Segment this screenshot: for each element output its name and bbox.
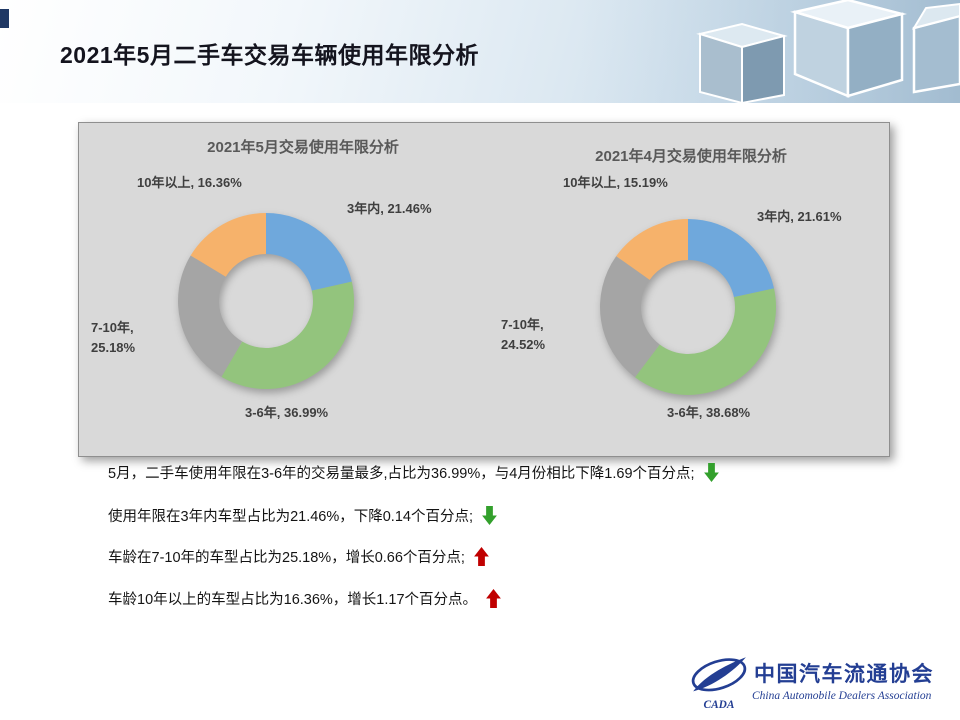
note-line-3: 车龄在7-10年的车型占比为25.18%，增长0.66个百分点; [108, 546, 489, 567]
note-line-1: 5月，二手车使用年限在3-6年的交易量最多,占比为36.99%，与4月份相比下降… [108, 462, 719, 483]
cada-logo: CADA 中国汽车流通协会 China Automobile Dealers A… [688, 650, 950, 714]
slice-label-may-under3y: 3年内, 21.46% [347, 201, 432, 216]
org-name-english: China Automobile Dealers Association [752, 690, 932, 702]
note-line-4: 车龄10年以上的车型占比为16.36%，增长1.17个百分点。 [108, 588, 501, 609]
note-text: 车龄10年以上的车型占比为16.36%，增长1.17个百分点。 [108, 592, 478, 608]
accent-square [0, 9, 9, 28]
donut-chart-may [178, 213, 354, 389]
donut-chart-april [600, 219, 776, 395]
slice-label-apr-under3y: 3年内, 21.61% [757, 209, 842, 224]
chart-title-april: 2021年4月交易使用年限分析 [595, 148, 787, 165]
cada-logo-icon: CADA [691, 657, 747, 711]
page-title: 2021年5月二手车交易车辆使用年限分析 [60, 42, 479, 68]
trend-down-arrow-icon [482, 506, 497, 525]
cada-abbr-text: CADA [704, 699, 735, 711]
note-line-2: 使用年限在3年内车型占比为21.46%，下降0.14个百分点; [108, 505, 497, 526]
chart-panel: 2021年5月交易使用年限分析 2021年4月交易使用年限分析 10年以上, 1… [78, 122, 890, 457]
slice-label-may-3to6y: 3-6年, 36.99% [245, 405, 329, 420]
note-text: 车龄在7-10年的车型占比为25.18%，增长0.66个百分点; [108, 550, 465, 566]
slice-label-may-over10y: 10年以上, 16.36% [137, 175, 242, 190]
chart-title-may: 2021年5月交易使用年限分析 [207, 139, 399, 156]
trend-up-arrow-icon [486, 589, 501, 608]
slice-label-apr-7to10y: 7-10年, 24.52% [501, 317, 546, 352]
cubes-decoration [580, 0, 960, 103]
note-text: 使用年限在3年内车型占比为21.46%，下降0.14个百分点; [108, 509, 473, 525]
slice-label-may-7to10y: 7-10年, 25.18% [91, 320, 136, 355]
trend-down-arrow-icon [703, 463, 719, 482]
header-band: 2021年5月二手车交易车辆使用年限分析 [0, 0, 960, 103]
trend-up-arrow-icon [474, 547, 489, 566]
note-text: 5月，二手车使用年限在3-6年的交易量最多,占比为36.99%，与4月份相比下降… [108, 466, 695, 482]
org-name-chinese: 中国汽车流通协会 [754, 663, 934, 686]
slice-label-apr-over10y: 10年以上, 15.19% [563, 175, 668, 190]
slice-label-apr-3to6y: 3-6年, 38.68% [667, 405, 751, 420]
